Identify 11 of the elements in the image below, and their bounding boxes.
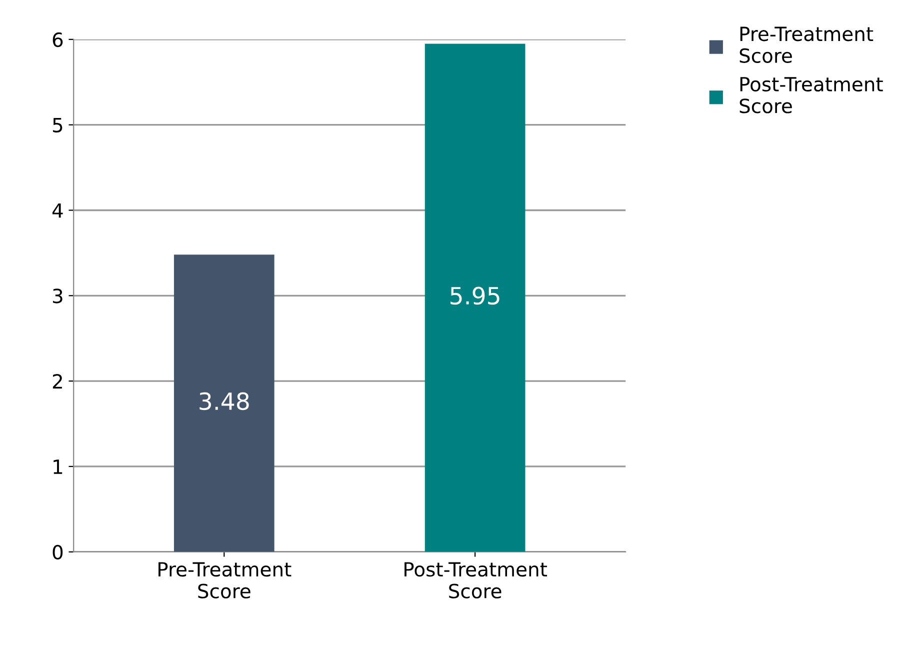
- legend-label: Post-Treatment Score: [740, 77, 883, 114]
- y-tick-label: 1: [54, 460, 62, 474]
- y-tick-label: 4: [52, 203, 63, 218]
- data-label: 5.95: [450, 286, 500, 305]
- y-tick-label: 6: [52, 32, 63, 48]
- legend-label: Pre-Treatment Score: [740, 26, 874, 63]
- data-label: 3.48: [200, 392, 249, 410]
- y-tick-label: 0: [52, 544, 63, 560]
- y-tick-label: 2: [52, 374, 62, 388]
- y-tick-label: 3: [52, 288, 62, 304]
- y-tick-label: 5: [53, 118, 62, 132]
